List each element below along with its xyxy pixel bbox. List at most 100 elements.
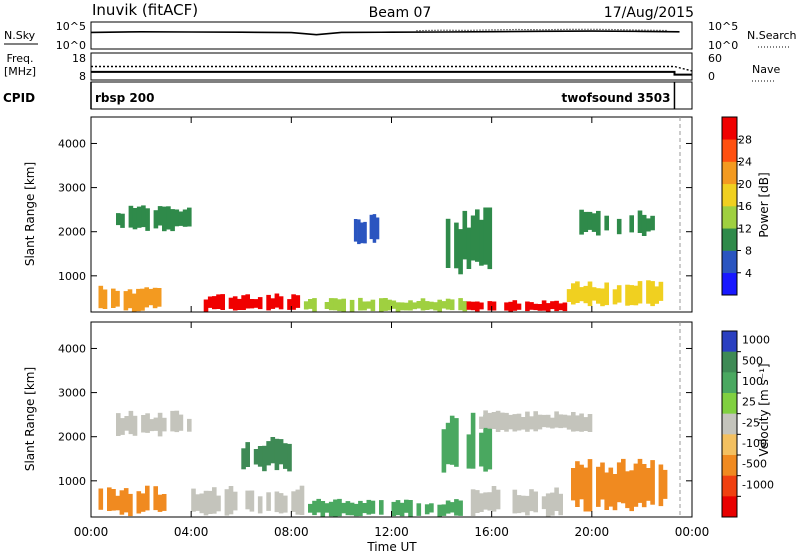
velocity-cell (449, 415, 455, 465)
power-colorbar-tick-label: 16 (738, 200, 752, 213)
velocity-cell (512, 414, 518, 432)
power-cell (203, 299, 209, 312)
velocity-cell (558, 493, 563, 516)
velocity-cell (525, 411, 530, 432)
power-cell (650, 281, 655, 307)
velocity-cell (270, 437, 276, 464)
velocity-cell (111, 489, 116, 511)
velocity-cell (207, 490, 213, 514)
velocity-cell (587, 459, 593, 512)
velocity-cell (162, 417, 167, 432)
power-cell (525, 301, 530, 312)
power-cell (600, 288, 605, 307)
power-cell (144, 287, 149, 308)
velocity-colorbar-swatch (722, 372, 737, 394)
velocity-cell (487, 492, 493, 511)
power-cell (429, 301, 434, 310)
power-cell (487, 207, 493, 270)
power-cell (462, 210, 468, 260)
power-cell (637, 281, 643, 304)
velocity-cell (395, 500, 401, 516)
power-region (353, 214, 380, 245)
velocity-cell (512, 489, 518, 514)
velocity-cell (516, 413, 522, 431)
power-cell (629, 215, 634, 233)
power-cell (420, 298, 426, 311)
noise-left-tick-bottom: 10^0 (56, 39, 86, 52)
velocity-cell (466, 434, 472, 469)
velocity-cell (362, 503, 367, 514)
power-cell (591, 287, 597, 301)
power-colorbar-tick-label: 28 (738, 133, 752, 146)
x-tick-label: 20:00 (575, 525, 610, 539)
velocity-cell (625, 471, 630, 509)
power-cell (140, 288, 145, 311)
velocity-colorbar-label: Velocity [m s⁻¹] (757, 363, 771, 456)
cpid-label: CPID (3, 91, 35, 105)
power-cell (136, 288, 141, 312)
velocity-panel: 1000 2000 3000 4000 Slant Range [km] 1000 50… (23, 117, 774, 554)
velocity-cell (541, 414, 547, 428)
velocity-cell (283, 443, 288, 469)
power-cell (375, 217, 380, 240)
velocity-cell (404, 499, 409, 513)
velocity-cell (441, 429, 447, 473)
power-cell (529, 302, 534, 310)
velocity-region (241, 437, 292, 472)
velocity-cell (491, 486, 497, 512)
x-tick-label: 12:00 (374, 525, 409, 539)
velocity-cell (566, 415, 572, 430)
velocity-cell (575, 461, 580, 507)
velocity-cell (629, 470, 634, 512)
power-cell (174, 209, 180, 227)
power-cell (387, 299, 392, 311)
nsearch-label: N.Search (747, 29, 797, 42)
power-ylabel: Slant Range [km] (23, 162, 37, 266)
power-cell (441, 301, 447, 309)
velocity-cell (249, 490, 255, 512)
power-cell (333, 298, 338, 311)
power-cell (554, 300, 559, 312)
power-colorbar-swatch (722, 250, 737, 274)
power-cell (579, 287, 584, 302)
power-cell (458, 229, 463, 275)
velocity-cell (500, 412, 505, 430)
velocity-cell (583, 417, 589, 431)
noise-series-nsearch (416, 28, 668, 32)
power-cell (212, 296, 217, 310)
power-cell (127, 289, 133, 309)
power-colorbar-swatch (722, 117, 737, 140)
velocity-cell (349, 502, 355, 516)
velocity-cell (533, 411, 538, 432)
power-cell (370, 299, 376, 312)
velocity-cell (408, 500, 413, 517)
power-cell (341, 298, 346, 312)
power-cell (566, 289, 572, 302)
power-cell (596, 210, 601, 236)
power-cell (470, 301, 476, 311)
power-cell (270, 298, 276, 309)
velocity-cell (579, 413, 584, 432)
velocity-colorbar-tick-label: -100 (742, 437, 767, 450)
velocity-cell (550, 492, 555, 516)
power-cell (650, 215, 655, 231)
velocity-cell (575, 415, 580, 432)
noise-right-tick-bottom: 10^0 (708, 39, 738, 52)
velocity-cell (550, 417, 555, 429)
power-colorbar-swatch (722, 272, 737, 296)
velocity-ylabel: Slant Range [km] (23, 367, 37, 471)
velocity-cell (491, 412, 497, 429)
cpid-segment-label: twofsound 3503 (562, 91, 671, 105)
power-cell (479, 302, 484, 310)
velocity-cell (662, 469, 668, 499)
velocity-cell (124, 416, 129, 431)
power-cell (353, 219, 358, 242)
power-cell (366, 301, 372, 309)
velocity-cell (308, 503, 313, 513)
power-region (466, 300, 568, 312)
velocity-colorbar-tick-label: -1000 (742, 478, 774, 491)
power-cell (466, 227, 472, 269)
power-cell (604, 282, 609, 306)
velocity-cell (391, 501, 397, 517)
velocity-cell (608, 467, 614, 507)
